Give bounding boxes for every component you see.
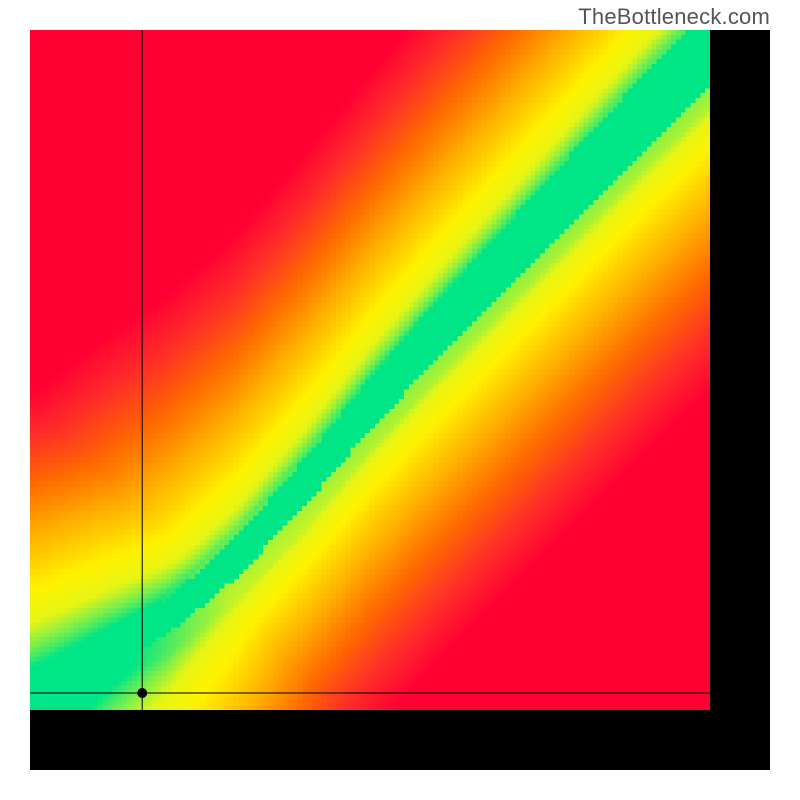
heatmap-canvas [30,30,710,710]
watermark-text: TheBottleneck.com [578,4,770,30]
